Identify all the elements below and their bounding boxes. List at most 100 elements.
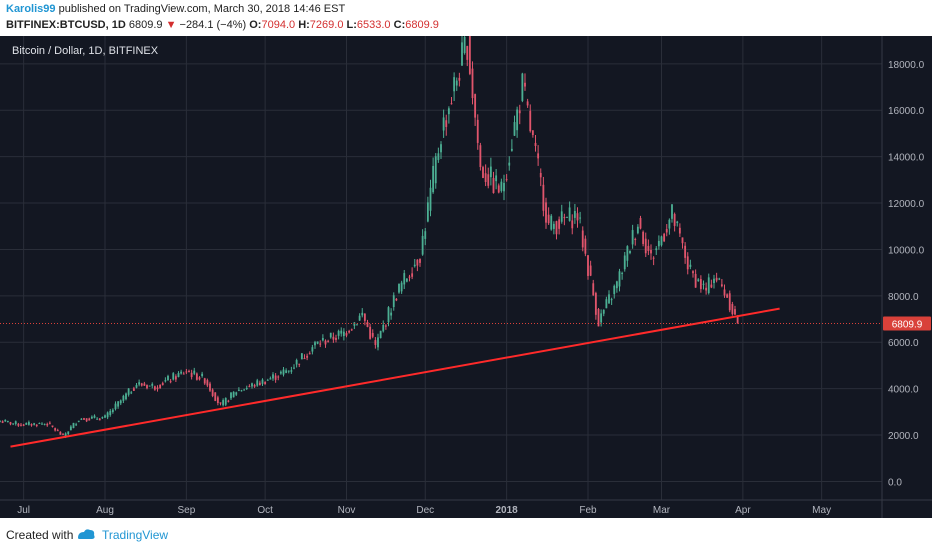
candle-body <box>59 431 62 435</box>
candle-body <box>613 285 616 295</box>
candle-body <box>503 182 505 192</box>
candle-body <box>597 309 600 327</box>
candle-body <box>209 383 211 391</box>
x-tick-label: Mar <box>653 505 671 516</box>
candle-body <box>256 380 259 386</box>
open-label: O: <box>249 19 262 31</box>
candle-body <box>272 374 274 379</box>
last-price-label: 6809.9 <box>892 319 923 330</box>
candle-body <box>379 330 382 339</box>
candle-body <box>487 174 490 186</box>
candle-body <box>104 415 106 418</box>
candle-body <box>240 390 243 392</box>
candle-body <box>35 424 38 427</box>
candle-body <box>510 148 513 151</box>
candle-body <box>424 231 427 239</box>
candle-body <box>434 156 437 184</box>
candle-body <box>101 417 104 419</box>
y-axis[interactable]: 0.0 2000.0 4000.0 6000.0 8000.0 10000.0 12000.… <box>881 36 931 518</box>
candle-body <box>432 165 435 193</box>
candle-body <box>185 371 188 373</box>
tradingview-brand[interactable]: TradingView <box>102 528 169 542</box>
candle-body <box>327 340 330 342</box>
candle-body <box>177 373 180 377</box>
candle-body <box>174 376 177 380</box>
candle-body <box>230 392 232 399</box>
chart-area[interactable]: 0.0 2000.0 4000.0 6000.0 8000.0 10000.0 12000.… <box>0 25 932 518</box>
candle-body <box>151 383 154 386</box>
y-tick-label: 14000.0 <box>888 153 925 164</box>
candle-body <box>647 245 650 252</box>
candle-body <box>159 384 162 388</box>
change-value: −284.1 (−4%) <box>179 19 247 31</box>
candle-body <box>211 389 214 396</box>
author-link[interactable]: Karolis99 <box>6 3 56 15</box>
candle-body <box>584 238 587 254</box>
candle-body <box>190 372 193 378</box>
candle-body <box>600 313 603 323</box>
candle-body <box>552 223 555 229</box>
price-chart[interactable]: 0.0 2000.0 4000.0 6000.0 8000.0 10000.0 12000.… <box>0 25 932 518</box>
candle-body <box>671 204 673 219</box>
x-tick-label: Apr <box>735 505 751 516</box>
candle-body <box>285 370 288 373</box>
candle-body <box>258 382 261 386</box>
candle-body <box>363 313 366 321</box>
candle-body <box>93 415 96 418</box>
ohlc-line: BITFINEX:BTCUSD, 1D 6809.9 ▼ −284.1 (−4%… <box>6 19 439 31</box>
candle-body <box>531 130 534 136</box>
x-axis[interactable]: Jul Aug Sep Oct Nov Dec 2018 Feb Mar Apr May <box>0 499 932 516</box>
candle-body <box>447 108 450 115</box>
y-tick-label: 4000.0 <box>888 385 919 396</box>
candle-body <box>119 400 122 404</box>
candle-body <box>516 109 519 131</box>
candle-body <box>513 122 516 136</box>
candle-body <box>138 382 141 385</box>
candle-body <box>135 384 138 388</box>
candle-body <box>539 172 542 178</box>
low-value: 6533.0 <box>356 19 391 31</box>
candle-body <box>408 276 411 278</box>
support-trendline <box>10 307 780 448</box>
candle-body <box>657 240 660 247</box>
x-tick-label: May <box>812 505 831 516</box>
candle-body <box>17 423 20 426</box>
candle-body <box>1 421 4 423</box>
candle-body <box>398 283 400 293</box>
candle-body <box>689 264 692 267</box>
footer: Created with TradingView <box>0 518 932 550</box>
candle-body <box>476 119 479 143</box>
candle-body <box>56 430 59 432</box>
tradingview-logo-icon[interactable] <box>76 527 96 541</box>
candle-body <box>127 388 130 395</box>
y-tick-label: 2000.0 <box>888 431 919 442</box>
candle-body <box>395 298 398 301</box>
y-tick-label: 16000.0 <box>888 106 925 117</box>
candle-body <box>594 293 597 315</box>
candle-body <box>80 418 83 420</box>
candle-body <box>38 423 41 425</box>
candle-body <box>290 370 293 372</box>
candle-body <box>377 337 379 348</box>
candle-body <box>445 120 448 127</box>
candle-body <box>201 373 204 377</box>
candle-body <box>497 185 500 193</box>
candle-body <box>167 375 169 381</box>
candle-body <box>615 281 618 289</box>
candle-body <box>125 393 127 400</box>
candle-body <box>707 277 710 294</box>
candle-body <box>33 423 36 425</box>
candle-body <box>573 211 576 218</box>
candle-body <box>426 202 429 222</box>
candle-body <box>468 35 471 74</box>
candle-body <box>374 340 377 345</box>
x-tick-label: Feb <box>579 505 597 516</box>
candle-body <box>589 265 592 276</box>
candle-body <box>6 420 9 422</box>
candle-body <box>85 418 88 422</box>
candle-body <box>311 347 314 352</box>
candle-body <box>726 294 729 298</box>
candle-body <box>41 423 43 425</box>
candle-body <box>43 423 46 425</box>
candle-body <box>479 145 482 168</box>
